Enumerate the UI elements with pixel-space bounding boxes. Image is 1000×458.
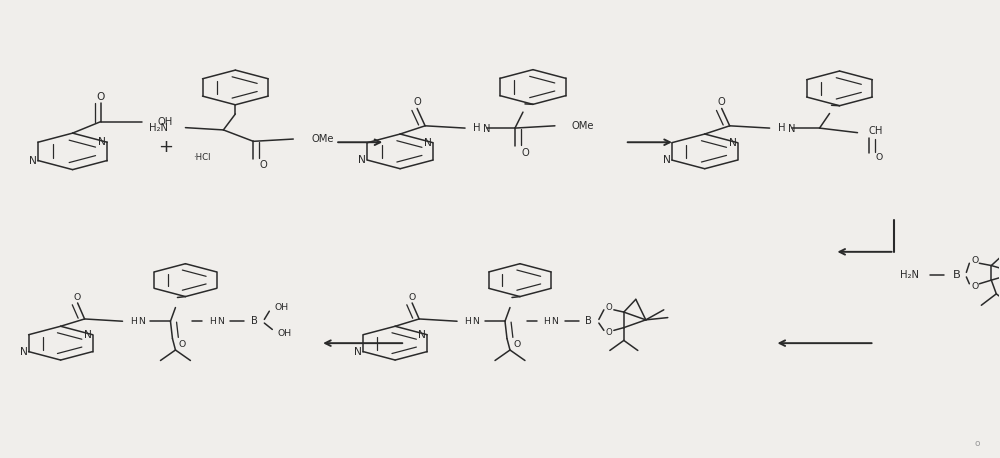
Text: H: H	[543, 317, 550, 326]
Text: N: N	[424, 138, 432, 147]
Text: H: H	[473, 123, 481, 133]
Text: B: B	[585, 316, 592, 326]
Text: OH: OH	[274, 303, 288, 312]
Text: H₂N: H₂N	[149, 123, 168, 133]
Text: OH: OH	[158, 117, 173, 127]
Text: N: N	[483, 124, 491, 134]
Text: N: N	[729, 138, 737, 147]
Text: O: O	[408, 293, 416, 301]
Text: O: O	[513, 340, 521, 349]
Text: O: O	[876, 153, 883, 162]
Text: +: +	[158, 138, 173, 156]
Text: N: N	[29, 156, 37, 165]
Text: B: B	[952, 270, 960, 280]
Text: O: O	[74, 293, 81, 301]
Text: H: H	[778, 123, 785, 133]
Text: O: O	[718, 97, 726, 107]
Text: N: N	[354, 347, 362, 357]
Text: O: O	[972, 256, 979, 265]
Text: OMe: OMe	[312, 134, 334, 144]
Text: N: N	[138, 317, 145, 326]
Text: N: N	[418, 330, 426, 340]
Text: H: H	[130, 317, 137, 326]
Text: N: N	[98, 137, 106, 147]
Text: H: H	[209, 317, 216, 326]
Text: N: N	[473, 317, 479, 326]
Text: H₂N: H₂N	[900, 270, 919, 280]
Text: N: N	[358, 155, 366, 165]
Text: ·HCl: ·HCl	[193, 153, 211, 162]
Text: B: B	[251, 316, 258, 326]
Text: N: N	[217, 317, 224, 326]
Text: O: O	[972, 282, 979, 290]
Text: N: N	[788, 124, 795, 134]
Text: CH: CH	[868, 126, 883, 136]
Text: O: O	[179, 340, 186, 349]
Text: OH: OH	[277, 328, 291, 338]
Text: O: O	[521, 148, 529, 158]
Text: O: O	[605, 303, 612, 312]
Text: O: O	[605, 328, 612, 337]
Text: N: N	[84, 330, 92, 340]
Text: O: O	[96, 93, 105, 103]
Text: N: N	[551, 317, 558, 326]
Text: OMe: OMe	[572, 121, 594, 131]
Text: o: o	[975, 439, 980, 448]
Text: O: O	[259, 160, 267, 170]
Text: O: O	[413, 97, 421, 107]
Text: N: N	[663, 155, 671, 165]
Text: N: N	[20, 347, 28, 357]
Text: H: H	[465, 317, 471, 326]
